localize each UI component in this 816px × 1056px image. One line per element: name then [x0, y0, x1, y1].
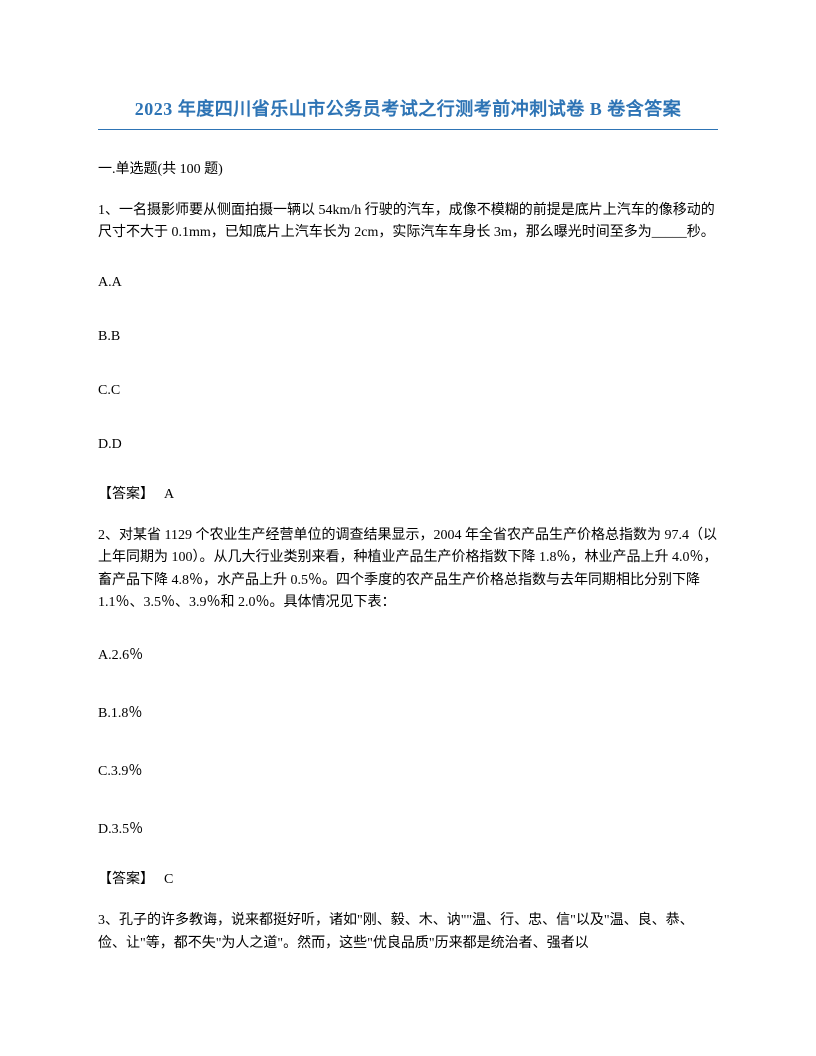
title-underline: [98, 129, 718, 130]
option-1d: D.D: [98, 437, 718, 453]
answer-1: 【答案】 A: [98, 483, 718, 503]
answer-label: 【答案】: [98, 487, 154, 502]
section-header: 一.单选题(共 100 题): [98, 158, 718, 178]
question-number: 1、: [98, 203, 119, 218]
question-3: 3、孔子的许多教诲，说来都挺好听，诸如"刚、毅、木、讷""温、行、忠、信"以及"…: [98, 910, 718, 955]
option-1c: C.C: [98, 383, 718, 399]
option-1b: B.B: [98, 329, 718, 345]
option-2d: D.3.5％: [98, 818, 718, 838]
question-number: 2、: [98, 528, 119, 543]
answer-label: 【答案】: [98, 872, 154, 887]
answer-2: 【答案】 C: [98, 868, 718, 888]
option-2c: C.3.9％: [98, 760, 718, 780]
question-2: 2、对某省 1129 个农业生产经营单位的调查结果显示，2004 年全省农产品生…: [98, 525, 718, 615]
question-text: 对某省 1129 个农业生产经营单位的调查结果显示，2004 年全省农产品生产价…: [98, 528, 718, 610]
option-1a: A.A: [98, 275, 718, 291]
question-1: 1、一名摄影师要从侧面拍摄一辆以 54km/h 行驶的汽车，成像不模糊的前提是底…: [98, 200, 718, 245]
question-text: 孔子的许多教诲，说来都挺好听，诸如"刚、毅、木、讷""温、行、忠、信"以及"温、…: [98, 913, 694, 950]
answer-value: A: [164, 487, 174, 502]
option-2a: A.2.6％: [98, 644, 718, 664]
option-2b: B.1.8％: [98, 702, 718, 722]
document-title: 2023 年度四川省乐山市公务员考试之行测考前冲刺试卷 B 卷含答案: [98, 95, 718, 121]
answer-value: C: [164, 872, 173, 887]
question-number: 3、: [98, 913, 119, 928]
question-text: 一名摄影师要从侧面拍摄一辆以 54km/h 行驶的汽车，成像不模糊的前提是底片上…: [98, 203, 715, 240]
